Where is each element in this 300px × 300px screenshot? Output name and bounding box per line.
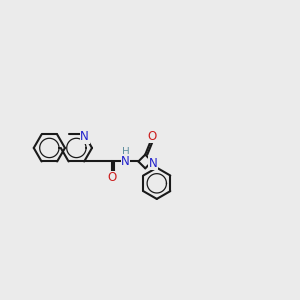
Text: O: O [108, 171, 117, 184]
Text: O: O [148, 130, 157, 142]
Text: N: N [149, 157, 158, 169]
Text: H: H [122, 147, 129, 158]
Text: N: N [80, 130, 89, 143]
Text: N: N [121, 155, 130, 168]
